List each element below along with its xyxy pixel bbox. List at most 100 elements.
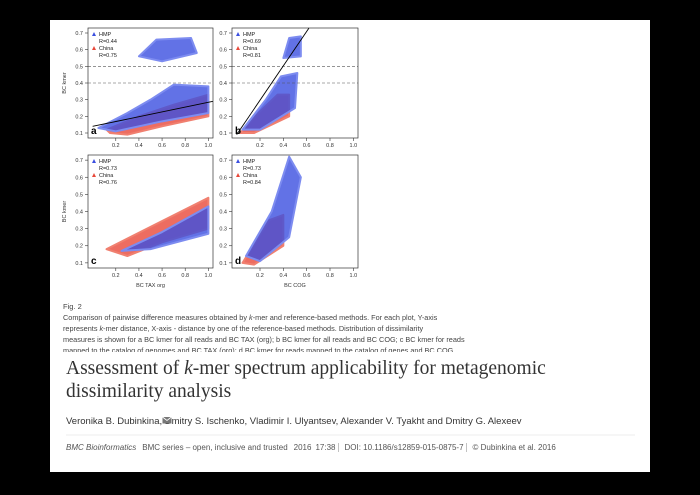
authors: Veronika B. Dubinkina, Dmitry S. Ischenk… [66, 416, 522, 427]
x-tick-label: 0.4 [135, 143, 143, 149]
legend-name: China [99, 46, 114, 52]
hmp-cloud [245, 155, 302, 263]
x-tick-label: 0.6 [303, 143, 311, 149]
y-tick-label: 0.1 [219, 261, 227, 267]
x-tick-label: 0.6 [303, 273, 311, 279]
footer-item: © Dubinkina et al. 2016 [473, 443, 557, 452]
regression-line [236, 27, 310, 135]
y-tick-label: 0.2 [219, 244, 227, 250]
caption-text: k [249, 313, 253, 322]
legend-symbol [236, 173, 240, 177]
y-tick-label: 0.5 [75, 192, 83, 198]
panel: 0.10.20.30.40.50.60.70.2 0.4 0.6 0.8 1.0HMPR… [62, 154, 214, 289]
footer-item: BMC Bioinformatics [66, 443, 136, 452]
x-axis-label: BC COG [284, 283, 306, 289]
x-tick-label: 0.8 [326, 273, 334, 279]
legend-name: HMP [243, 159, 256, 165]
caption-text: -mer distance, X-axis - distance by one … [103, 324, 423, 333]
hmp-cloud [120, 205, 210, 252]
y-tick-label: 0.1 [75, 131, 83, 137]
legend-name: China [99, 173, 114, 179]
panel: 0.10.20.30.40.50.60.70.2 0.4 0.6 0.8 1.0HMPR… [219, 27, 359, 149]
y-tick-label: 0.5 [219, 192, 227, 198]
y-tick-label: 0.3 [219, 98, 227, 104]
hmp-cloud [241, 72, 299, 131]
y-tick-label: 0.2 [75, 244, 83, 250]
y-tick-label: 0.3 [75, 98, 83, 104]
legend-symbol [236, 159, 240, 163]
footer-item: BMC series – open, inclusive and trusted [142, 443, 287, 452]
title-text: k [184, 358, 193, 379]
legend-r: R=0.73 [99, 166, 117, 172]
legend-symbol [92, 46, 96, 50]
legend-r: R=0.76 [99, 180, 117, 186]
caption-text: Comparison of pairwise difference measur… [63, 313, 249, 322]
x-tick-label: 0.8 [326, 143, 334, 149]
y-tick-label: 0.6 [75, 48, 83, 54]
x-tick-label: 0.2 [256, 143, 264, 149]
caption-line: measures is shown for a BC kmer for all … [63, 335, 465, 344]
caption-line: mapped to the catalog of genomes and BC … [63, 346, 454, 355]
y-tick-label: 0.6 [219, 175, 227, 181]
x-axis-label: BC TAX org [136, 283, 165, 289]
title-text: dissimilarity analysis [66, 381, 231, 402]
x-tick-label: 0.8 [181, 143, 189, 149]
y-tick-label: 0.7 [219, 31, 227, 37]
legend-r: R=0.44 [99, 39, 117, 45]
hmp-cloud [137, 37, 198, 63]
caption-line: Comparison of pairwise difference measur… [63, 313, 438, 322]
caption-line: represents k-mer distance, X-axis - dist… [63, 324, 424, 333]
y-tick-label: 0.4 [75, 210, 83, 216]
author-list: , Dmitry S. Ischenko, Vladimir I. Ulyant… [159, 416, 521, 427]
legend-name: China [243, 173, 258, 179]
x-tick-label: 0.2 [112, 273, 120, 279]
y-tick-label: 0.2 [75, 114, 83, 120]
x-tick-label: 1.0 [350, 273, 358, 279]
y-axis-label: BC kmer [62, 201, 68, 223]
legend-symbol [92, 32, 96, 36]
legend-symbol [92, 173, 96, 177]
x-tick-label: 0.4 [135, 273, 143, 279]
title-text: -mer spectrum applicability for metageno… [193, 358, 546, 379]
y-tick-label: 0.3 [219, 227, 227, 233]
y-tick-label: 0.1 [219, 131, 227, 137]
x-tick-label: 0.4 [280, 143, 288, 149]
legend-name: HMP [99, 159, 112, 165]
y-tick-label: 0.3 [75, 227, 83, 233]
y-tick-label: 0.5 [219, 64, 227, 70]
legend-r: R=0.81 [243, 53, 261, 59]
x-tick-label: 0.4 [280, 273, 288, 279]
x-tick-label: 1.0 [350, 143, 358, 149]
legend-r: R=0.84 [243, 180, 261, 186]
title-line: Assessment of k-mer spectrum applicabili… [66, 358, 546, 379]
email-icon-flap [162, 416, 172, 422]
caption-text: measures is shown for a BC kmer for all … [63, 335, 465, 344]
panel-letter: a [91, 126, 97, 137]
panel: 0.10.20.30.40.50.60.70.2 0.4 0.6 0.8 1.0HMPR… [219, 154, 359, 289]
y-tick-label: 0.6 [219, 48, 227, 54]
x-tick-label: 0.8 [181, 273, 189, 279]
x-tick-label: 1.0 [205, 273, 213, 279]
footer-item: DOI: 10.1186/s12859-015-0875-7 [344, 443, 464, 452]
y-tick-label: 0.4 [75, 81, 83, 87]
title-band [50, 352, 650, 407]
y-tick-label: 0.4 [219, 210, 227, 216]
caption-text: k [100, 324, 104, 333]
author-link[interactable]: Veronika B. Dubinkina [66, 416, 160, 427]
legend-name: HMP [243, 32, 256, 38]
regression-line [92, 100, 214, 127]
y-tick-label: 0.1 [75, 261, 83, 267]
legend-r: R=0.73 [243, 166, 261, 172]
y-tick-label: 0.6 [75, 175, 83, 181]
y-tick-label: 0.7 [219, 158, 227, 164]
y-tick-label: 0.7 [75, 158, 83, 164]
legend-r: R=0.75 [99, 53, 117, 59]
legend-symbol [236, 32, 240, 36]
x-tick-label: 0.6 [158, 273, 166, 279]
panel-letter: d [235, 256, 241, 267]
panel-letter: c [91, 256, 97, 267]
x-tick-label: 0.2 [112, 143, 120, 149]
legend-r: R=0.69 [243, 39, 261, 45]
y-tick-label: 0.5 [75, 64, 83, 70]
